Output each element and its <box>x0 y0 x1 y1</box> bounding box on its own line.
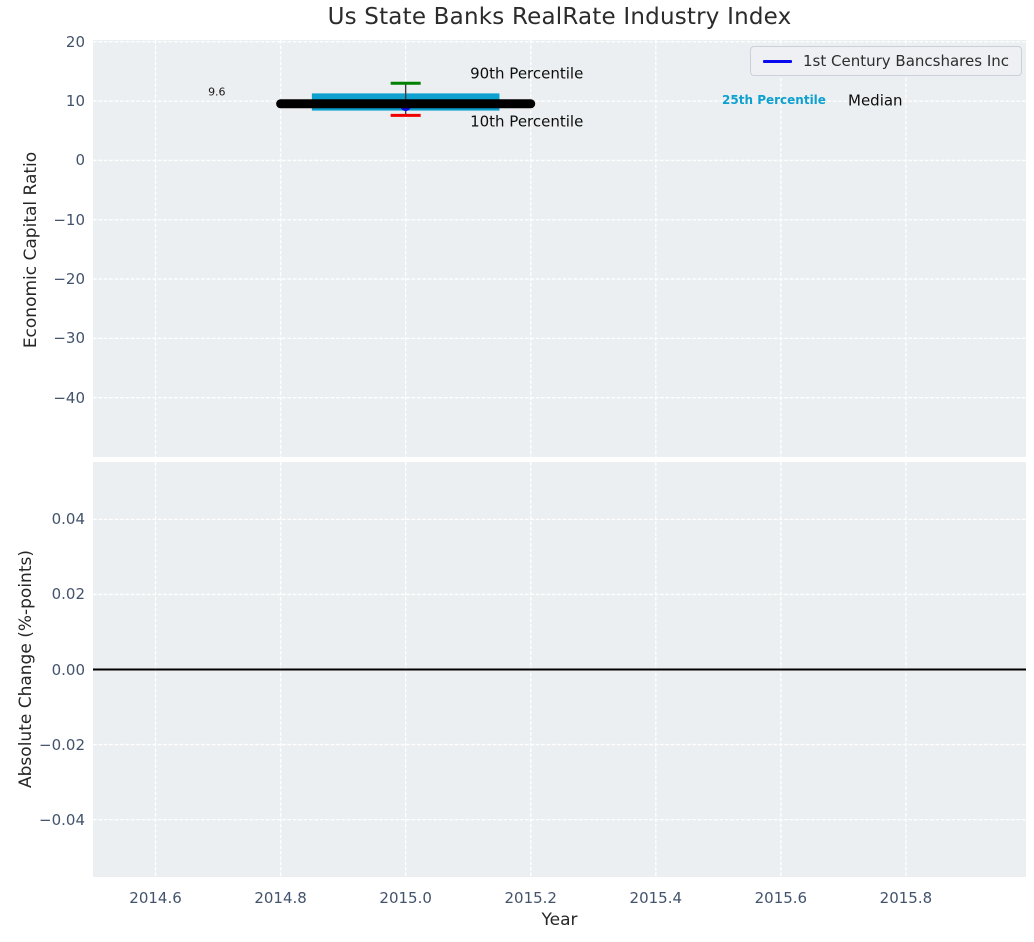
y-tick-label: −0.04 <box>39 810 85 829</box>
legend: 1st Century Bancshares Inc <box>750 46 1022 76</box>
annotation-10th-percentile: 10th Percentile <box>470 112 584 131</box>
x-tick-label: 2014.8 <box>254 889 307 907</box>
x-tick-label: 2015.2 <box>504 889 557 907</box>
y-tick-label: 0.00 <box>51 660 85 679</box>
x-axis-label: Year <box>541 910 578 930</box>
ax2-svg <box>93 462 1026 877</box>
legend-line-swatch <box>763 59 792 63</box>
y-tick-label: 0 <box>75 151 85 170</box>
y-tick-label: −10 <box>53 210 85 229</box>
x-tick-label: 2015.8 <box>879 889 933 907</box>
x-tick-label: 2014.6 <box>129 889 182 907</box>
y-tick-label: −40 <box>53 388 85 407</box>
y-tick-label: 10 <box>65 92 85 111</box>
annotation-25th-percentile: 25th Percentile <box>722 93 826 108</box>
bottom-plot-area <box>93 462 1026 877</box>
legend-entry-label: 1st Century Bancshares Inc <box>803 52 1009 70</box>
y-tick-label: −30 <box>53 329 85 348</box>
top-plot-area <box>93 40 1026 457</box>
y-tick-label: −0.02 <box>39 735 85 754</box>
y-axis-label-top: Economic Capital Ratio <box>21 151 41 349</box>
y-tick-label: 0.04 <box>51 510 85 529</box>
annotation-9-6: 9.6 <box>208 85 226 99</box>
x-tick-label: 2015.0 <box>379 889 432 907</box>
ax1-svg <box>93 40 1026 457</box>
x-tick-label: 2015.4 <box>629 889 683 907</box>
y-tick-label: 0.02 <box>51 585 85 604</box>
y-tick-label: 20 <box>65 32 85 51</box>
chart-title: Us State Banks RealRate Industry Index <box>327 4 792 30</box>
annotation-90th-percentile: 90th Percentile <box>470 64 584 83</box>
y-tick-label: −20 <box>53 270 85 289</box>
annotation-median: Median <box>848 91 903 109</box>
x-tick-label: 2015.6 <box>754 889 808 907</box>
